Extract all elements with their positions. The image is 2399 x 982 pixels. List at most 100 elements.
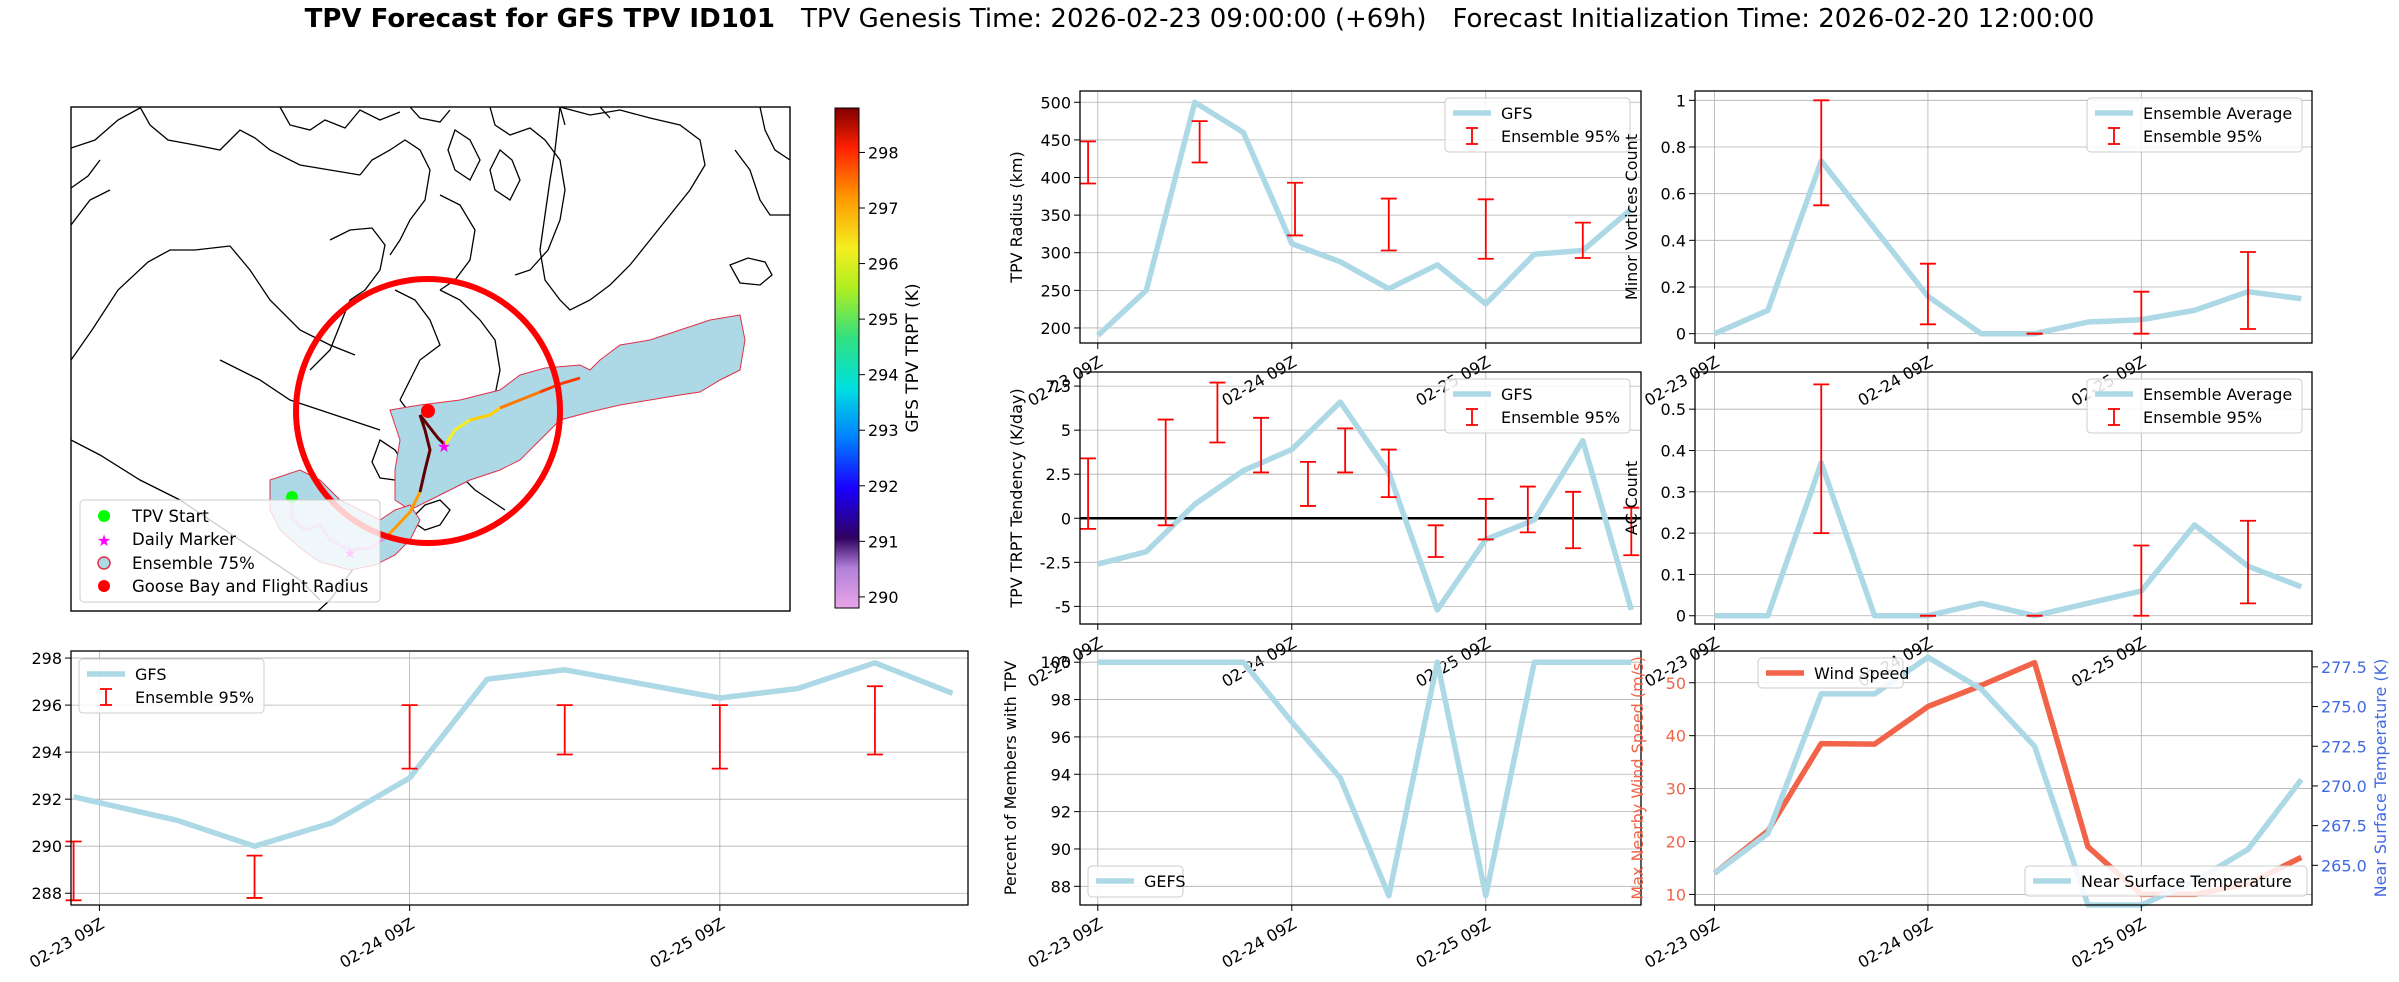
y-axis-label: Minor Vortices Count: [1622, 134, 1641, 300]
chart-legend: GFS Ensemble 95%: [1444, 97, 1631, 153]
errorbar: [1157, 418, 1174, 527]
errorbar: [1565, 490, 1582, 550]
y-right-tick-label: 265.0: [2321, 856, 2367, 875]
y-tick-label: -5: [1055, 597, 1071, 616]
colorbar-gradient: [834, 107, 860, 609]
errorbar: [1080, 457, 1097, 530]
y-tick-label: 400: [1040, 169, 1071, 188]
errorbar: [1287, 181, 1304, 237]
legend-label: Ensemble 95%: [1501, 127, 1620, 146]
chart-legend: GFS Ensemble 95%: [78, 658, 265, 714]
colorbar-tick-label: 293: [868, 421, 899, 440]
errorbar: [2133, 290, 2150, 335]
y-tick-label: 0.2: [1661, 278, 1686, 297]
y-tick-label: 98: [1051, 691, 1071, 710]
x-tick-label: 02-24 09Z: [1218, 352, 1299, 410]
legend-box: [2086, 378, 2303, 434]
legend-box: [1444, 97, 1631, 153]
y-tick-label: 5: [1061, 421, 1071, 440]
legend-label: Near Surface Temperature: [2081, 872, 2292, 891]
y-tick-label: 298: [31, 649, 62, 668]
y-right-tick-label: 270.0: [2321, 777, 2367, 796]
goose-bay-marker: [421, 404, 435, 418]
x-tick-label: 02-23 09Z: [1024, 914, 1105, 972]
errorbar: [1477, 198, 1494, 260]
legend-box: [2024, 865, 2308, 897]
legend-label: Ensemble 95%: [1501, 408, 1620, 427]
errorbar: [1919, 262, 1936, 326]
colorbar-tick-label: 297: [868, 199, 899, 218]
legend-label: Ensemble Average: [2143, 385, 2292, 404]
y-tick-label: 0: [1676, 325, 1686, 344]
y-axis-label: TPV Radius (km): [1007, 151, 1026, 284]
colorbar-label: GFS TPV TRPT (K): [903, 283, 923, 432]
y-tick-label: 50: [1666, 674, 1686, 693]
title-init: Forecast Initialization Time: 2026-02-20…: [1452, 4, 2095, 34]
chart-legend: GFS Ensemble 95%: [1444, 378, 1631, 434]
flight-radius-circle: [293, 276, 563, 546]
map-legend-label: TPV Start: [131, 507, 209, 526]
colorbar: GFS TPV TRPT (K) 290 291 292 293 294 295 296 29…: [834, 107, 923, 609]
errorbar: [246, 854, 263, 899]
y-tick-label: 296: [31, 696, 62, 715]
y-tick-label: 500: [1040, 93, 1071, 112]
errorbar: [1574, 221, 1591, 259]
x-tick-label: 02-24 09Z: [1855, 914, 1936, 972]
y-right-axis-label: Near Surface Temperature (K): [2371, 659, 2390, 898]
chart-legend: Ensemble Average Ensemble 95%: [2086, 378, 2303, 434]
y-right-tick-label: 275.0: [2321, 698, 2367, 717]
series-line-gfs: [72, 660, 954, 849]
errorbar: [711, 704, 728, 770]
errorbar: [401, 704, 418, 770]
series-line-wind-speed: [1712, 659, 2303, 898]
legend-label: Ensemble 95%: [135, 688, 254, 707]
errorbar: [1337, 427, 1354, 474]
y-tick-label: 350: [1040, 206, 1071, 225]
y-right-tick-label: 272.5: [2321, 737, 2367, 756]
errorbar: [65, 840, 82, 902]
series-line-ensemble-average: [1714, 460, 2303, 619]
series-line-gefs: [1097, 659, 1632, 899]
errorbar: [1080, 140, 1097, 185]
y-tick-label: 0.8: [1661, 138, 1686, 157]
y-tick-label: 0.6: [1661, 185, 1686, 204]
series-line-ensemble-average: [1713, 158, 2302, 337]
y-tick-label: 30: [1666, 780, 1686, 799]
trpt-chart: 288 290 292 294 296 298 02-23 09Z 02-24 09Z 02-2…: [26, 649, 969, 972]
errorbar: [2239, 251, 2256, 330]
legend-label: GFS: [1501, 104, 1532, 123]
y-axis-label: TPV TRPT Tendency (K/day): [1007, 388, 1026, 608]
errorbar: [1427, 524, 1444, 558]
errorbar: [1813, 99, 1830, 207]
legend-box: [1087, 865, 1184, 898]
legend-label: Wind Speed: [1814, 664, 1909, 683]
axes-frame: [1079, 371, 1642, 625]
map-panel: ★ ★ TPV Start ★ Daily Marker Ensemble 75…: [70, 106, 923, 612]
legend-label: Ensemble 95%: [2143, 408, 2262, 427]
map-legend-box: [79, 499, 381, 603]
y-tick-label: 0.4: [1661, 231, 1686, 250]
colorbar-tick-label: 294: [868, 366, 899, 385]
y-tick-label: -2.5: [1040, 553, 1071, 572]
x-tick-label: 02-24 09Z: [336, 914, 417, 972]
series-line-gfs: [1097, 399, 1634, 613]
y-tick-label: 300: [1040, 244, 1071, 263]
errorbar: [1191, 120, 1208, 164]
legend-box: [78, 658, 265, 714]
y-tick-label: 92: [1051, 803, 1071, 822]
legend-box: [1444, 378, 1631, 434]
daily-marker-star: ★: [437, 437, 451, 456]
y-tick-label: 0: [1061, 509, 1071, 528]
colorbar-tick-label: 290: [868, 588, 899, 607]
legend-start-marker-icon: [98, 510, 110, 522]
errorbar: [1519, 485, 1536, 534]
figure-title: TPV Forecast for GFS TPV ID101 TPV Genesi…: [0, 4, 2399, 34]
y-tick-label: 0.4: [1661, 441, 1686, 460]
y-tick-label: 288: [31, 884, 62, 903]
axes-frame: [1079, 90, 1642, 344]
x-tick-label: 02-25 09Z: [647, 914, 728, 972]
errorbar: [1253, 416, 1270, 474]
y-tick-label: 0: [1676, 607, 1686, 626]
y-tick-label: 10: [1666, 885, 1686, 904]
